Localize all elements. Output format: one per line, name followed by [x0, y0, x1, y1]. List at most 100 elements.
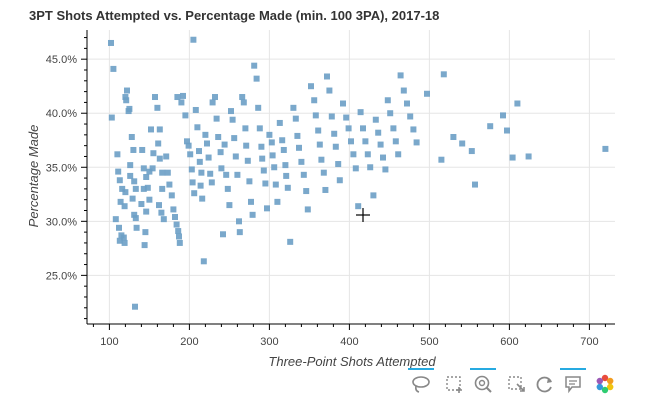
data-point[interactable] — [121, 239, 128, 246]
data-point[interactable] — [364, 151, 371, 158]
bokeh-logo[interactable] — [592, 366, 618, 402]
data-point[interactable] — [382, 166, 389, 173]
data-point[interactable] — [459, 140, 466, 147]
data-point[interactable] — [280, 146, 287, 153]
data-point[interactable] — [146, 196, 153, 203]
data-point[interactable] — [156, 202, 162, 209]
data-point[interactable] — [413, 139, 420, 146]
data-point[interactable] — [209, 99, 216, 106]
data-point[interactable] — [438, 156, 445, 163]
data-point[interactable] — [205, 154, 212, 161]
data-point[interactable] — [122, 189, 129, 196]
data-point[interactable] — [315, 127, 322, 134]
data-points[interactable] — [108, 36, 609, 310]
data-point[interactable] — [509, 154, 516, 161]
data-point[interactable] — [198, 169, 205, 176]
data-point[interactable] — [303, 188, 310, 195]
data-point[interactable] — [234, 171, 241, 178]
data-point[interactable] — [380, 154, 386, 161]
data-point[interactable] — [262, 180, 269, 187]
data-point[interactable] — [132, 215, 139, 222]
data-point[interactable] — [279, 137, 286, 144]
data-point[interactable] — [163, 153, 170, 160]
data-point[interactable] — [248, 198, 254, 205]
data-point[interactable] — [404, 100, 410, 107]
data-point[interactable] — [124, 87, 130, 94]
data-point[interactable] — [232, 153, 239, 160]
data-point[interactable] — [168, 192, 175, 199]
data-point[interactable] — [246, 178, 253, 185]
data-point[interactable] — [312, 112, 319, 119]
data-point[interactable] — [360, 125, 366, 132]
data-point[interactable] — [424, 90, 430, 97]
data-point[interactable] — [117, 198, 124, 205]
data-point[interactable] — [190, 36, 197, 43]
data-point[interactable] — [213, 115, 220, 122]
data-point[interactable] — [116, 237, 123, 244]
data-point[interactable] — [189, 179, 196, 186]
data-point[interactable] — [108, 39, 114, 46]
data-point[interactable] — [223, 171, 230, 178]
data-point[interactable] — [172, 213, 178, 220]
data-point[interactable] — [258, 143, 265, 150]
data-point[interactable] — [348, 138, 354, 145]
data-point[interactable] — [112, 216, 119, 223]
data-point[interactable] — [253, 75, 260, 82]
data-point[interactable] — [500, 112, 506, 119]
reset-tool[interactable] — [532, 366, 558, 402]
data-point[interactable] — [125, 108, 132, 115]
data-point[interactable] — [178, 99, 185, 106]
data-point[interactable] — [308, 83, 314, 90]
data-point[interactable] — [108, 114, 115, 121]
data-point[interactable] — [133, 224, 140, 231]
data-point[interactable] — [121, 203, 128, 210]
data-point[interactable] — [164, 169, 171, 176]
data-point[interactable] — [294, 132, 301, 139]
data-point[interactable] — [199, 195, 206, 202]
data-point[interactable] — [196, 148, 202, 155]
data-point[interactable] — [324, 73, 330, 80]
data-point[interactable] — [326, 87, 333, 94]
data-point[interactable] — [340, 100, 346, 107]
data-point[interactable] — [221, 141, 228, 148]
data-point[interactable] — [150, 150, 157, 157]
data-point[interactable] — [159, 169, 166, 176]
data-point[interactable] — [140, 165, 147, 172]
data-point[interactable] — [120, 234, 127, 241]
data-point[interactable] — [236, 229, 243, 236]
data-point[interactable] — [440, 71, 447, 78]
data-point[interactable] — [332, 143, 339, 150]
data-point[interactable] — [357, 109, 364, 116]
data-point[interactable] — [304, 206, 311, 213]
data-point[interactable] — [300, 171, 307, 178]
data-point[interactable] — [144, 184, 151, 191]
data-point[interactable] — [259, 155, 266, 162]
data-point[interactable] — [160, 216, 167, 223]
data-point[interactable] — [155, 140, 162, 147]
data-point[interactable] — [202, 131, 209, 138]
data-point[interactable] — [284, 184, 291, 191]
data-point[interactable] — [283, 172, 290, 179]
data-point[interactable] — [256, 125, 263, 132]
data-point[interactable] — [116, 177, 123, 184]
data-point[interactable] — [377, 141, 384, 148]
data-point[interactable] — [255, 104, 262, 111]
data-point[interactable] — [185, 142, 192, 149]
data-point[interactable] — [320, 169, 327, 176]
data-point[interactable] — [272, 181, 279, 188]
data-point[interactable] — [468, 148, 475, 155]
data-point[interactable] — [328, 113, 335, 120]
data-point[interactable] — [123, 97, 130, 104]
data-point[interactable] — [128, 134, 135, 141]
data-point[interactable] — [318, 156, 325, 163]
data-point[interactable] — [175, 228, 182, 235]
data-point[interactable] — [450, 134, 457, 141]
data-point[interactable] — [242, 125, 249, 132]
data-point[interactable] — [143, 174, 150, 180]
data-point[interactable] — [110, 65, 117, 72]
data-point[interactable] — [173, 221, 180, 228]
data-point[interactable] — [174, 94, 181, 101]
data-point[interactable] — [410, 126, 417, 133]
data-point[interactable] — [132, 303, 138, 310]
data-point[interactable] — [166, 181, 173, 188]
